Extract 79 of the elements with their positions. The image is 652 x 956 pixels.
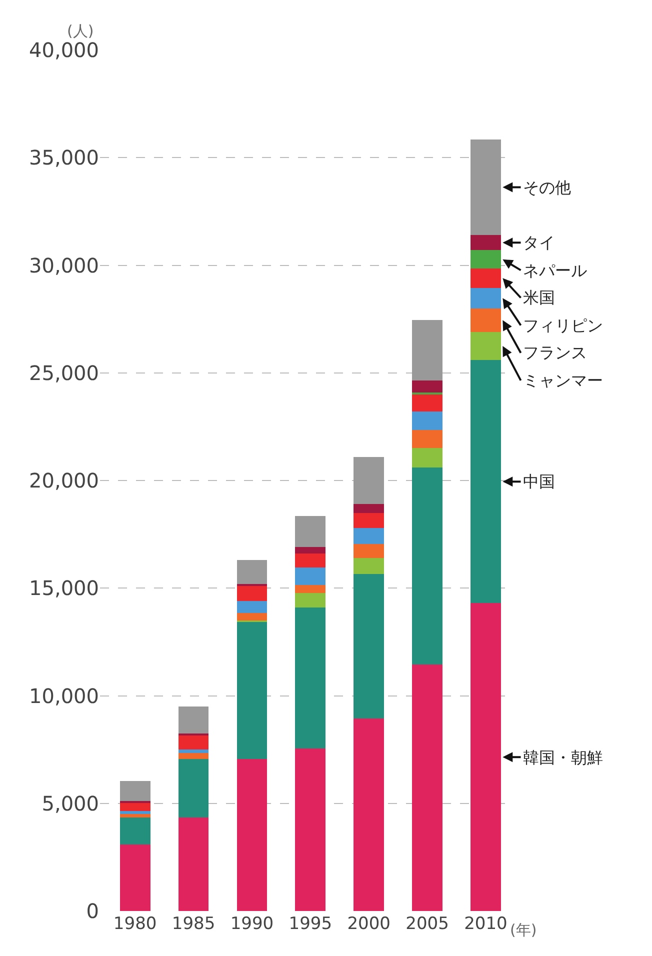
bar bbox=[412, 430, 442, 448]
bar bbox=[470, 288, 501, 308]
bar bbox=[354, 574, 384, 718]
x-tick-label: 2005 bbox=[406, 914, 449, 934]
bar bbox=[295, 554, 326, 568]
bar bbox=[120, 817, 150, 844]
y-tick-label: 10,000 bbox=[29, 684, 99, 708]
series-label: フランス bbox=[523, 343, 587, 362]
series-label: その他 bbox=[523, 178, 571, 197]
bar bbox=[295, 516, 326, 548]
bar bbox=[120, 780, 150, 802]
bar bbox=[470, 603, 501, 911]
bar bbox=[354, 456, 384, 504]
y-tick-label: 40,000 bbox=[29, 38, 99, 62]
bar bbox=[354, 558, 384, 574]
bar bbox=[178, 736, 209, 750]
series-label: 中国 bbox=[523, 472, 555, 491]
bar bbox=[412, 320, 442, 380]
bar bbox=[178, 706, 209, 734]
bar bbox=[295, 568, 326, 585]
series-label: 米国 bbox=[523, 288, 555, 307]
bar bbox=[295, 584, 326, 594]
bar bbox=[120, 810, 150, 814]
bar bbox=[354, 718, 384, 911]
series-label: タイ bbox=[523, 233, 555, 252]
bar bbox=[120, 814, 150, 818]
bar bbox=[120, 844, 150, 911]
y-tick-label: 15,000 bbox=[29, 576, 99, 600]
bar bbox=[412, 468, 442, 665]
x-tick-label: 1980 bbox=[113, 914, 157, 934]
bar bbox=[295, 608, 326, 748]
x-tick-label: 1995 bbox=[288, 914, 332, 934]
bar bbox=[178, 753, 209, 759]
bar bbox=[412, 664, 442, 911]
y-tick-label: 25,000 bbox=[29, 360, 99, 385]
x-axis-title: (年) bbox=[510, 921, 537, 939]
x-tick-label: 2000 bbox=[347, 914, 390, 934]
bar bbox=[470, 235, 501, 250]
series-label: ミャンマー bbox=[523, 371, 603, 390]
bar bbox=[236, 759, 268, 911]
bar bbox=[470, 250, 501, 268]
bar bbox=[412, 394, 442, 412]
bar bbox=[236, 622, 268, 760]
series-label: ネパール bbox=[523, 261, 587, 280]
bar bbox=[178, 758, 209, 818]
bar bbox=[412, 412, 442, 430]
y-tick-label: 20,000 bbox=[29, 468, 99, 492]
bar bbox=[236, 601, 268, 613]
bar bbox=[295, 547, 326, 554]
y-tick-label: 0 bbox=[86, 899, 99, 923]
bar bbox=[236, 612, 268, 620]
bar bbox=[120, 802, 150, 811]
y-axis-title: (人) bbox=[67, 22, 94, 40]
bar bbox=[354, 544, 384, 558]
bar bbox=[178, 750, 209, 754]
bar bbox=[470, 268, 501, 288]
bar bbox=[354, 504, 384, 513]
x-tick-label: 1985 bbox=[172, 914, 216, 934]
series-label: 韓国・朝鮮 bbox=[523, 748, 603, 767]
bar bbox=[178, 733, 209, 736]
bar bbox=[412, 448, 442, 468]
bar bbox=[470, 332, 501, 360]
bar bbox=[295, 748, 326, 911]
bar bbox=[236, 586, 268, 602]
y-tick-label: 35,000 bbox=[29, 146, 99, 170]
bar bbox=[236, 560, 268, 584]
bar bbox=[354, 512, 384, 528]
x-tick-label: 1990 bbox=[230, 914, 274, 934]
y-tick-label: 30,000 bbox=[29, 253, 99, 278]
bar bbox=[470, 139, 501, 236]
series-label: フィリピン bbox=[523, 316, 603, 335]
y-tick-label: 5,000 bbox=[42, 791, 99, 816]
bar bbox=[295, 593, 326, 608]
bar bbox=[470, 360, 501, 604]
bar bbox=[354, 528, 384, 544]
bar bbox=[412, 380, 442, 392]
bar bbox=[470, 308, 501, 332]
x-tick-label: 2010 bbox=[464, 914, 508, 934]
bar bbox=[178, 817, 209, 911]
